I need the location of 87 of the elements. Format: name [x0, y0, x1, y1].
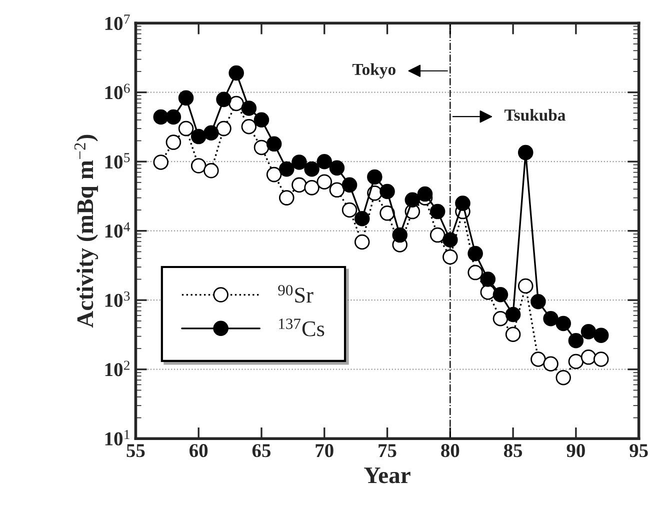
point [530, 294, 546, 310]
point [292, 177, 307, 193]
x-tick-label: 55 [126, 444, 145, 458]
point [316, 174, 332, 190]
point [279, 190, 294, 206]
x-tick-label: 80 [441, 444, 460, 458]
point [204, 125, 219, 140]
point [292, 154, 307, 170]
point [580, 350, 596, 365]
x-tick-label: 75 [378, 444, 396, 458]
point [492, 286, 508, 302]
point [380, 206, 395, 221]
point [556, 316, 571, 332]
point [190, 158, 206, 174]
point [316, 154, 332, 170]
legend-label: $^{137}$Cs [279, 318, 324, 336]
point [480, 272, 496, 287]
point [442, 232, 458, 248]
point [380, 184, 395, 200]
y-tick-label: 10$^{5}$ [105, 153, 130, 169]
point [455, 196, 470, 211]
x-tick-label: 70 [316, 444, 334, 458]
point [468, 246, 483, 262]
point [580, 324, 596, 340]
point [342, 177, 358, 193]
point [342, 202, 358, 218]
point [228, 65, 244, 81]
point [530, 352, 546, 367]
point [153, 154, 169, 170]
y-tick-label: 10$^{3}$ [105, 291, 130, 307]
point [241, 100, 257, 116]
point [304, 161, 320, 177]
annotation: Tokyo [352, 63, 396, 78]
point [392, 227, 408, 243]
point [329, 160, 345, 176]
point [543, 311, 558, 326]
legend-label: $^{90}$Sr [278, 285, 314, 303]
point [593, 328, 609, 343]
point [204, 163, 219, 178]
point [178, 90, 194, 106]
point [190, 128, 206, 144]
point [354, 234, 370, 250]
point [518, 144, 534, 160]
annotation: Tsukuba [504, 109, 566, 121]
point [254, 112, 270, 128]
point [430, 227, 446, 243]
point [266, 166, 282, 182]
point [254, 140, 270, 156]
y-tick-label: 10$^{6}$ [105, 84, 130, 100]
y-tick-label: 10$^{2}$ [105, 360, 130, 376]
x-tick-label: 95 [630, 444, 648, 458]
x-tick-label: 65 [252, 444, 270, 458]
point [354, 211, 370, 226]
y-tick-label: 10$^{4}$ [105, 222, 130, 238]
point [178, 120, 194, 136]
point [518, 278, 534, 294]
point [241, 118, 257, 134]
point [417, 186, 433, 202]
point [505, 326, 521, 342]
point [468, 264, 483, 280]
point [556, 370, 571, 386]
y-tick-label: 10$^{1}$ [105, 430, 130, 446]
point [543, 356, 558, 372]
point [404, 192, 420, 208]
point [367, 169, 382, 185]
x-axis-title: Year [364, 468, 410, 484]
y-tick-label: 10$^{7}$ [105, 14, 130, 30]
point [166, 134, 182, 150]
point [153, 109, 169, 125]
point [279, 161, 294, 177]
point [266, 136, 282, 152]
point [505, 306, 521, 322]
point [568, 354, 584, 370]
y-axis-title: Activity (mBq m$^{−2}$) [74, 134, 98, 328]
point [166, 109, 182, 125]
point [568, 332, 584, 348]
point [216, 92, 232, 108]
point [442, 249, 458, 265]
x-tick-label: 90 [566, 444, 585, 458]
point [329, 182, 345, 198]
x-tick-label: 60 [190, 444, 208, 458]
x-tick-label: 85 [504, 444, 522, 458]
point [593, 352, 609, 367]
point [430, 204, 446, 220]
point [492, 311, 508, 326]
point [304, 180, 320, 196]
point [216, 120, 232, 136]
